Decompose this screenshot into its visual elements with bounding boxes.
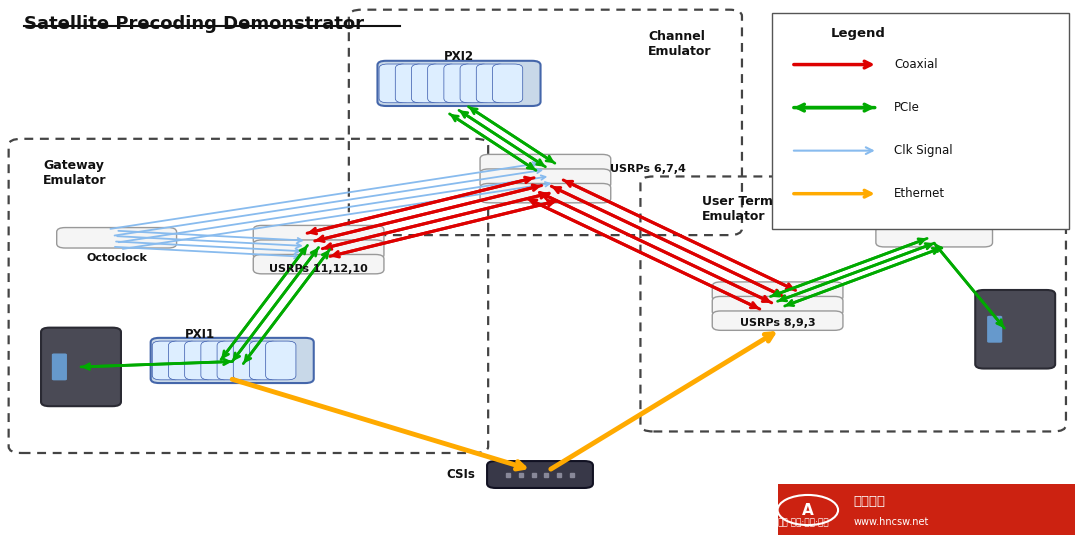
Text: Octoclock: Octoclock	[86, 253, 147, 263]
FancyBboxPatch shape	[168, 341, 199, 380]
Text: Clk Signal: Clk Signal	[894, 144, 953, 157]
FancyBboxPatch shape	[487, 461, 593, 488]
FancyBboxPatch shape	[378, 61, 540, 106]
FancyBboxPatch shape	[395, 64, 426, 103]
FancyBboxPatch shape	[233, 341, 264, 380]
FancyBboxPatch shape	[460, 64, 490, 103]
Text: MXI Hub: MXI Hub	[908, 217, 960, 228]
FancyBboxPatch shape	[249, 341, 280, 380]
FancyBboxPatch shape	[772, 13, 1069, 229]
Text: Channel
Emulator: Channel Emulator	[648, 30, 712, 58]
Text: 艾克赛普: 艾克赛普	[853, 495, 886, 508]
Text: PCIe: PCIe	[894, 101, 920, 114]
Text: CSIs: CSIs	[446, 468, 475, 481]
FancyBboxPatch shape	[480, 169, 611, 188]
Text: 测试·仪器·工控·集成: 测试·仪器·工控·集成	[778, 519, 829, 527]
FancyBboxPatch shape	[201, 341, 231, 380]
Text: PXI2: PXI2	[444, 51, 474, 63]
FancyBboxPatch shape	[217, 341, 247, 380]
FancyBboxPatch shape	[778, 484, 1075, 535]
FancyBboxPatch shape	[253, 225, 384, 245]
Text: www.hncsw.net: www.hncsw.net	[853, 517, 929, 527]
Text: User Terminal
Emulator: User Terminal Emulator	[702, 195, 798, 223]
Text: Satellite Precoding Demonstrator: Satellite Precoding Demonstrator	[24, 15, 364, 33]
FancyBboxPatch shape	[41, 328, 121, 406]
FancyBboxPatch shape	[444, 64, 474, 103]
Text: Ethernet: Ethernet	[894, 187, 945, 200]
FancyBboxPatch shape	[56, 228, 177, 248]
FancyBboxPatch shape	[713, 282, 842, 301]
Text: USRPs 8,9,3: USRPs 8,9,3	[740, 318, 815, 329]
Text: USRPs 11,12,10: USRPs 11,12,10	[269, 264, 368, 274]
FancyBboxPatch shape	[492, 64, 523, 103]
Text: USRPs 6,7,4: USRPs 6,7,4	[610, 165, 686, 174]
Text: PXI1: PXI1	[185, 328, 215, 341]
FancyBboxPatch shape	[713, 296, 842, 316]
FancyBboxPatch shape	[713, 311, 842, 330]
Circle shape	[778, 495, 838, 525]
FancyBboxPatch shape	[975, 290, 1055, 369]
FancyBboxPatch shape	[266, 341, 296, 380]
FancyBboxPatch shape	[428, 64, 458, 103]
FancyBboxPatch shape	[185, 341, 215, 380]
FancyBboxPatch shape	[152, 341, 183, 380]
FancyBboxPatch shape	[476, 64, 507, 103]
FancyBboxPatch shape	[379, 64, 409, 103]
FancyBboxPatch shape	[253, 254, 384, 274]
FancyBboxPatch shape	[411, 64, 442, 103]
FancyBboxPatch shape	[987, 316, 1002, 343]
Text: Coaxial: Coaxial	[894, 58, 937, 71]
FancyBboxPatch shape	[876, 226, 993, 247]
FancyBboxPatch shape	[151, 338, 313, 383]
Text: A: A	[802, 502, 813, 518]
FancyBboxPatch shape	[253, 240, 384, 259]
FancyBboxPatch shape	[480, 183, 611, 203]
FancyBboxPatch shape	[480, 154, 611, 174]
Text: Legend: Legend	[832, 27, 886, 40]
Text: Gateway
Emulator: Gateway Emulator	[43, 159, 107, 187]
FancyBboxPatch shape	[52, 353, 67, 380]
